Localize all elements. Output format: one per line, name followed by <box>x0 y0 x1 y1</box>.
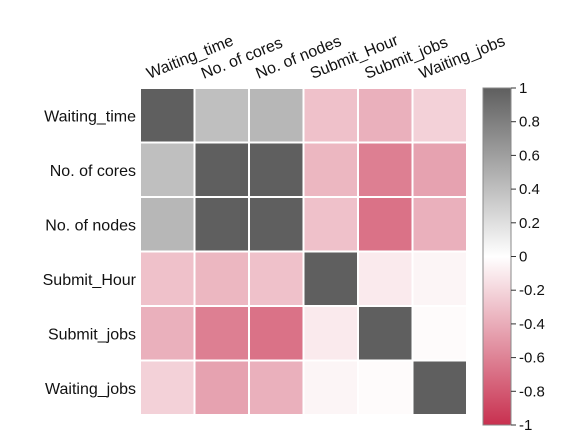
heatmap-cell <box>411 305 468 362</box>
heatmap-cell <box>248 87 305 144</box>
heatmap-cell <box>357 250 414 307</box>
heatmap-cell <box>411 359 468 416</box>
heatmap-cell <box>248 141 305 198</box>
row-label: Waiting_jobs <box>45 381 136 398</box>
heatmap-cell <box>139 196 196 253</box>
heatmap-cell <box>248 359 305 416</box>
heatmap-cell <box>357 359 414 416</box>
colorbar-tick-label: 0.8 <box>519 114 540 131</box>
heatmap-cell <box>193 305 250 362</box>
heatmap-cell <box>139 359 196 416</box>
row-label: Waiting_time <box>44 108 136 125</box>
heatmap-cell <box>139 250 196 307</box>
colorbar-tick-label: 0.4 <box>519 181 540 198</box>
row-label: No. of cores <box>50 163 136 180</box>
heatmap-cell <box>139 305 196 362</box>
heatmap-cell <box>411 196 468 253</box>
heatmap-cell <box>357 87 414 144</box>
heatmap-cell <box>302 359 359 416</box>
heatmap-cell <box>411 250 468 307</box>
heatmap-cell <box>139 87 196 144</box>
colorbar-ticks: 1 0.8 0.6 0.4 0.2 0 -0.2 -0.4 -0.6 -0.8 -1 <box>511 80 545 434</box>
heatmap-cell <box>193 196 250 253</box>
heatmap-cell <box>193 141 250 198</box>
heatmap-cell <box>357 305 414 362</box>
heatmap-cell <box>357 141 414 198</box>
heatmap-cell <box>302 196 359 253</box>
row-label: Submit_Hour <box>43 272 137 289</box>
colorbar-tick-label: 0.6 <box>519 147 540 164</box>
colorbar-tick-label: -1 <box>519 417 532 434</box>
colorbar-tick-label: -0.2 <box>519 282 545 299</box>
heatmap-cell <box>302 250 359 307</box>
row-labels: Waiting_time No. of cores No. of nodes Subm… <box>43 108 137 398</box>
heatmap-cells <box>139 87 468 416</box>
colorbar-tick-label: -0.4 <box>519 316 545 333</box>
heatmap-cell <box>193 359 250 416</box>
heatmap-cell <box>193 250 250 307</box>
row-label: No. of nodes <box>45 217 136 234</box>
heatmap-cell <box>248 305 305 362</box>
heatmap-cell <box>248 250 305 307</box>
colorbar-tick-label: 0 <box>519 249 527 266</box>
heatmap-cell <box>302 141 359 198</box>
colorbar: 1 0.8 0.6 0.4 0.2 0 -0.2 -0.4 -0.6 -0.8 -1 <box>482 80 545 434</box>
colorbar-tick-label: 1 <box>519 80 527 97</box>
colorbar-tick-label: 0.2 <box>519 215 540 232</box>
heatmap-cell <box>357 196 414 253</box>
heatmap-cell <box>302 305 359 362</box>
heatmap-cell <box>302 87 359 144</box>
heatmap-cell <box>248 196 305 253</box>
colorbar-tick-label: -0.8 <box>519 383 545 400</box>
heatmap-cell <box>411 141 468 198</box>
colorbar-gradient <box>482 87 512 426</box>
heatmap-cell <box>193 87 250 144</box>
heatmap-cell <box>139 141 196 198</box>
row-label: Submit_jobs <box>48 326 136 343</box>
colorbar-tick-label: -0.6 <box>519 350 545 367</box>
heatmap-cell <box>411 87 468 144</box>
